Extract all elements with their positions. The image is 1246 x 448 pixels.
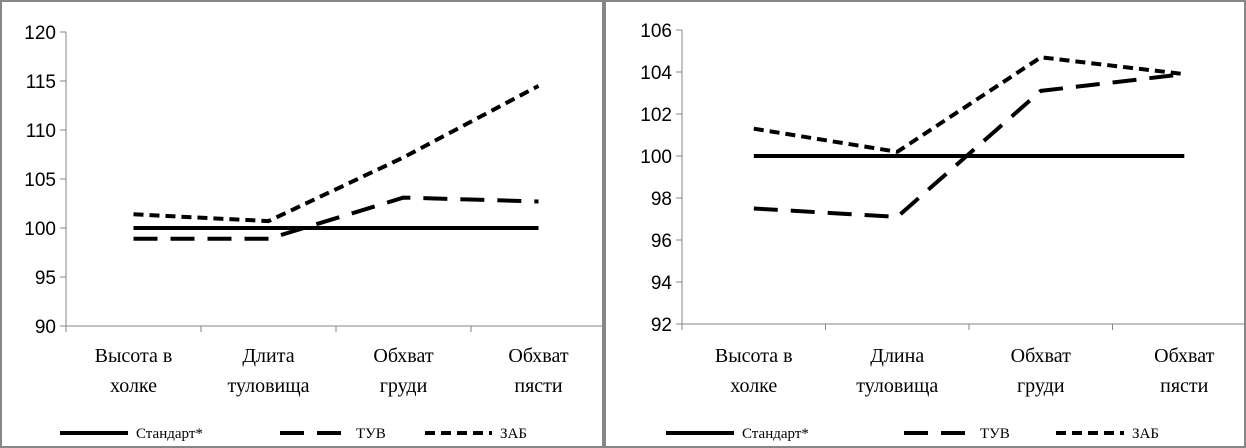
y-tick-label: 115 [26, 72, 56, 93]
chart-right: 92 94 96 98 100 102 104 106 Высота в холке Длина ту… [604, 0, 1246, 448]
x-category-label: Длина туловища [856, 345, 938, 397]
chart-border [0, 0, 604, 448]
x-category-label: Обхват груди [1011, 345, 1071, 397]
y-tick-label: 94 [651, 273, 673, 294]
legend-label: ЗАБ [500, 426, 527, 442]
x-category-label: Обхват пясти [1154, 345, 1214, 397]
chart-border [604, 0, 1246, 448]
y-tick-label: 102 [640, 105, 672, 126]
legend-label: Стандарт* [136, 426, 203, 442]
legend-label: Стандарт* [742, 426, 809, 442]
x-category-label: Обхват пясти [508, 345, 568, 397]
y-tick-label: 90 [35, 317, 56, 338]
chart-right-svg: 92 94 96 98 100 102 104 106 Высота в холке Длина ту… [604, 0, 1246, 448]
y-tick-label: 120 [24, 23, 56, 44]
y-tick-label: 98 [651, 189, 672, 210]
y-tick-label: 104 [640, 63, 672, 84]
y-tick-label: 92 [651, 315, 672, 336]
legend-label: ТУВ [356, 426, 386, 442]
x-category-label: Длита туловища [227, 345, 309, 397]
legend-label: ЗАБ [1132, 426, 1159, 442]
y-tick-label: 100 [24, 219, 56, 240]
x-category-label: Высота в холке [715, 345, 793, 397]
chart-left-svg: 90 95 100 105 110 115 120 Высота в холке Длита тул… [0, 0, 604, 448]
series-line-long-dash [133, 195, 539, 241]
chart-left: 90 95 100 105 110 115 120 Высота в холке Длита тул… [0, 0, 604, 448]
y-tick-label: 95 [35, 268, 56, 289]
y-tick-label: 100 [640, 147, 672, 168]
y-tick-label: 106 [640, 21, 672, 42]
series-line-short-dash [133, 84, 540, 224]
y-tick-label: 105 [24, 170, 56, 191]
y-tick-label: 110 [26, 121, 56, 142]
x-category-label: Высота в холке [95, 345, 173, 397]
series-line-long-dash [753, 72, 1185, 219]
x-category-label: Обхват груди [373, 345, 433, 397]
series-line-short-dash [753, 55, 1185, 154]
legend-label: ТУВ [980, 426, 1010, 442]
y-tick-label: 96 [651, 231, 672, 252]
